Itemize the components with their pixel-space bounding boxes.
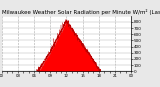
Text: Milwaukee Weather Solar Radiation per Minute W/m² (Last 24 Hours): Milwaukee Weather Solar Radiation per Mi… [2,9,160,15]
